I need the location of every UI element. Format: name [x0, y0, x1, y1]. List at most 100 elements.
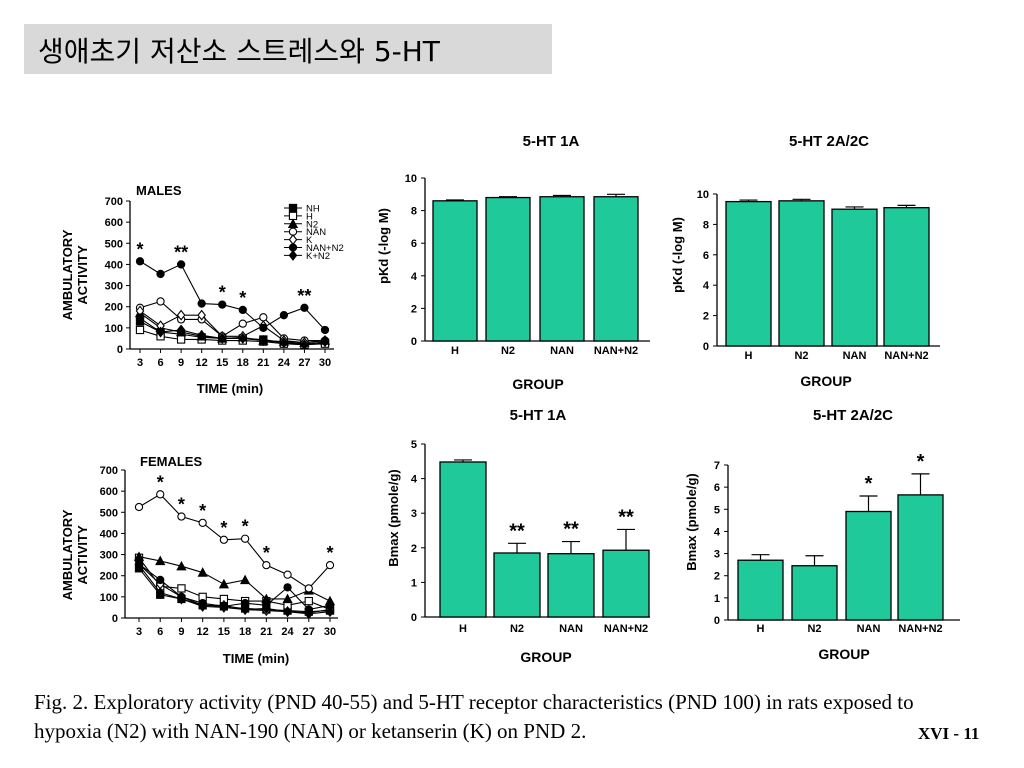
legend-marker [288, 203, 298, 213]
series-line [138, 493, 331, 590]
data-point [262, 560, 271, 570]
x-axis-label: GROUP [512, 376, 563, 392]
x-tick-label: 21 [257, 357, 269, 369]
x-tick-label: NAN+N2 [884, 350, 928, 362]
y-tick-label: 1 [411, 577, 417, 589]
data-point [262, 602, 271, 614]
y-tick-label: 400 [105, 259, 123, 271]
y-tick-label: 0 [112, 613, 118, 625]
bar [485, 196, 531, 342]
significance-mark: * [157, 472, 164, 492]
bar [725, 200, 772, 347]
data-point [282, 593, 293, 604]
y-tick-label: 0 [714, 615, 720, 627]
x-tick-label: 3 [136, 626, 142, 638]
data-point [155, 587, 165, 599]
bar [883, 207, 930, 347]
significance-mark: * [865, 473, 873, 495]
x-tick-label: H [757, 623, 765, 635]
chart-title: MALES [136, 183, 182, 198]
legend-label: N2 [306, 219, 318, 230]
chart-panel: 0 2 4 6 8 10 H N2 NAN NAN+N2 5-HT 2A/2C pKd (-log M… [670, 133, 940, 389]
data-point [198, 600, 207, 612]
bar [432, 200, 478, 342]
series-line [139, 260, 326, 331]
x-tick-label: NAN [843, 350, 867, 362]
data-point [198, 518, 207, 528]
significance-mark: * [263, 543, 270, 563]
legend-marker [288, 234, 298, 246]
data-point [176, 309, 186, 321]
y-tick-label: 0 [117, 344, 123, 356]
y-tick-label: 3 [714, 549, 720, 561]
legend-label: K+N2 [306, 251, 330, 262]
x-tick-label: 3 [137, 357, 143, 369]
data-point [300, 303, 309, 312]
data-point [259, 335, 268, 347]
x-tick-label: 12 [196, 357, 208, 369]
y-tick-label: 8 [703, 219, 709, 231]
y-tick-label: 4 [411, 474, 418, 486]
y-tick-label: 8 [411, 206, 417, 218]
y-tick-label: 6 [411, 238, 417, 250]
significance-mark: * [199, 501, 206, 521]
x-tick-label: 6 [157, 357, 163, 369]
x-tick-label: NAN [559, 623, 583, 635]
significance-mark: * [242, 517, 249, 537]
y-tick-label: 100 [105, 323, 123, 335]
x-tick-label: 15 [216, 357, 228, 369]
bar [737, 559, 784, 621]
bar [547, 553, 595, 618]
x-tick-label: 9 [178, 357, 184, 369]
y-axis-label: AMBULATORY [60, 229, 75, 320]
data-point [238, 305, 247, 315]
significance-mark: * [917, 451, 925, 473]
y-tick-label: 5 [411, 439, 417, 451]
chart-panel: 0 1 2 3 4 5 H N2 ** NAN ** NAN+N2 ** 5-HT 1A Bmax (pmo… [386, 407, 650, 665]
x-tick-label: 6 [157, 626, 163, 638]
y-tick-label: 0 [411, 612, 417, 624]
data-point [134, 559, 144, 571]
data-point [135, 325, 145, 335]
y-tick-label: 10 [697, 189, 709, 201]
significance-mark: * [178, 495, 185, 515]
data-point [177, 584, 186, 593]
y-tick-label: 0 [411, 336, 417, 348]
y-tick-label: 400 [100, 528, 118, 540]
y-tick-label: 5 [714, 504, 720, 516]
data-point [176, 324, 186, 336]
x-tick-label: 30 [324, 626, 336, 638]
x-axis-label: TIME (min) [197, 381, 263, 396]
x-tick-label: NAN+N2 [898, 623, 942, 635]
data-point [135, 312, 145, 324]
data-point [197, 299, 206, 308]
y-tick-label: 700 [100, 465, 118, 477]
data-point [239, 574, 251, 585]
data-point [259, 313, 268, 322]
y-tick-label: 2 [411, 543, 417, 555]
data-point [219, 535, 229, 544]
data-point [134, 502, 144, 512]
x-tick-label: NAN [857, 623, 881, 635]
x-tick-label: N2 [501, 345, 515, 357]
y-axis-label: pKd (-log M) [376, 208, 391, 284]
x-tick-label: 27 [298, 357, 310, 369]
data-point [177, 593, 186, 605]
significance-mark: * [219, 283, 226, 303]
data-point [279, 311, 289, 320]
y-tick-label: 600 [100, 486, 118, 498]
y-tick-label: 2 [411, 303, 417, 315]
x-axis-label: GROUP [800, 373, 851, 389]
y-tick-label: 7 [714, 460, 720, 472]
data-point [320, 336, 330, 348]
significance-mark: * [239, 288, 246, 308]
data-point [238, 319, 247, 328]
series-line [138, 564, 331, 615]
data-point [155, 555, 166, 566]
legend-label: K [306, 235, 313, 246]
chart-title: 5-HT 2A/2C [789, 133, 869, 150]
data-point [176, 560, 187, 571]
x-tick-label: N2 [807, 623, 821, 635]
y-axis-label: Bmax (pmole/g) [684, 473, 699, 571]
bar [593, 196, 639, 342]
